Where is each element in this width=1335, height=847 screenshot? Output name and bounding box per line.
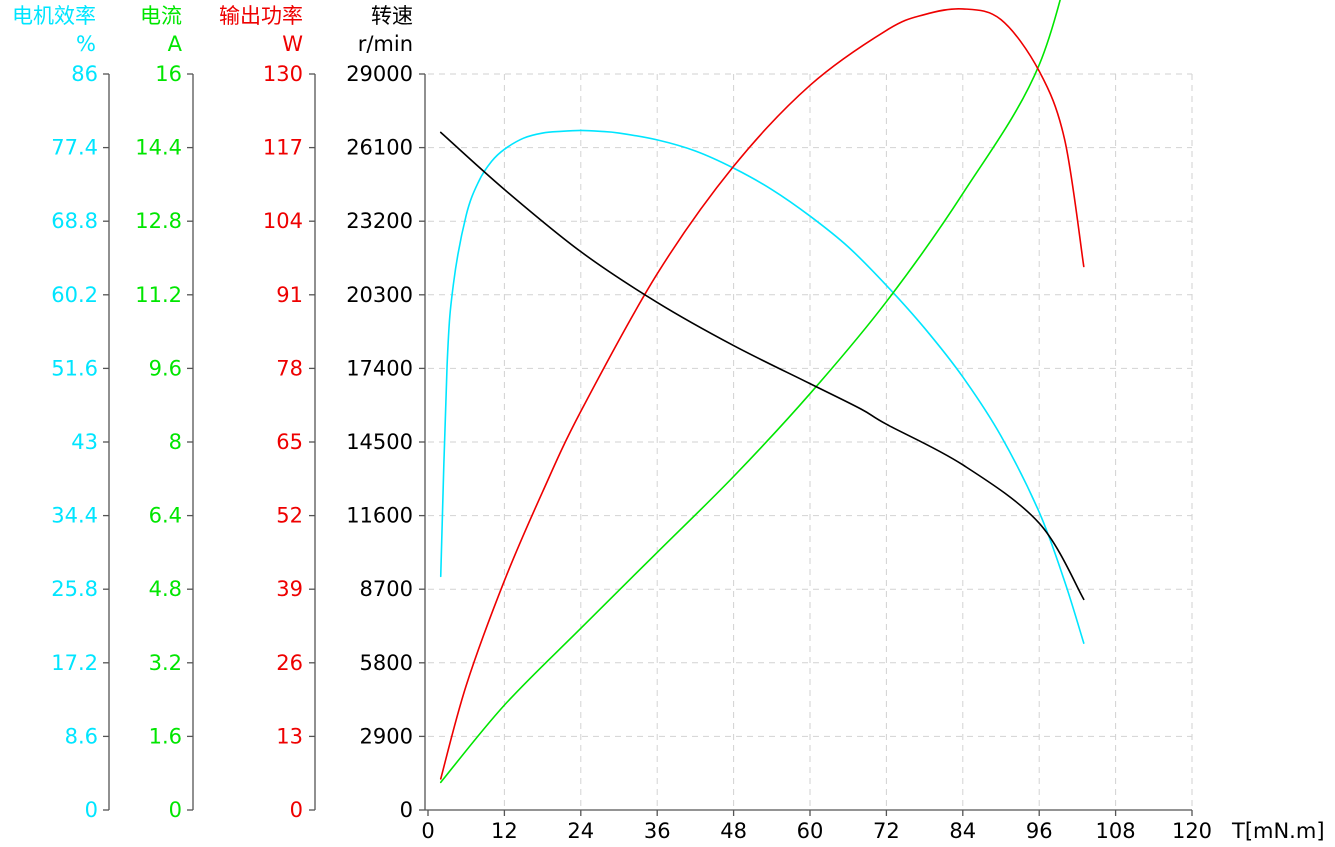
x-axis-title: T[mN.m] [1231,819,1325,843]
x-tick-label: 120 [1172,819,1212,843]
series-line-current [439,0,1061,784]
x-tick-label: 84 [949,819,976,843]
x-tick-label: 36 [644,819,671,843]
y-axis-title-current: 电流 [140,4,182,28]
y-axis-title-power: 输出功率 [219,4,303,28]
x-axis: 0 12 24 36 48 60 72 84 96 108 120 T[mN.m] [421,809,1325,843]
x-tick-label: 108 [1096,819,1136,843]
y-tick-label-efficiency: 60.2 [51,283,98,307]
y-tick-label-efficiency: 8.6 [65,724,98,748]
y-axis-current: 0 1.6 3.2 4.8 6.4 8 9.6 11.2 12.8 14.4 16 电流 A [135,4,194,822]
y-tick-label-power: 78 [276,356,303,380]
x-tick-label: 48 [720,819,747,843]
y-tick-label-speed: 14500 [346,430,413,454]
y-tick-label-efficiency: 34.4 [51,504,98,528]
y-tick-label-speed: 29000 [346,62,413,86]
y-tick-label-speed: 17400 [346,356,413,380]
y-tick-label-current: 9.6 [149,356,182,380]
y-tick-label-speed: 20300 [346,283,413,307]
chart-series [439,0,1085,784]
y-tick-label-speed: 0 [400,798,413,822]
y-tick-label-speed: 5800 [360,651,413,675]
y-tick-label-power: 52 [276,504,303,528]
y-tick-label-current: 14.4 [135,136,182,160]
y-tick-label-power: 104 [263,209,303,233]
x-tick-label: 72 [873,819,900,843]
y-axis-unit-power: W [282,32,303,56]
x-tick-label: 0 [421,819,434,843]
y-tick-label-current: 0 [169,798,182,822]
y-tick-label-speed: 23200 [346,209,413,233]
y-tick-label-current: 3.2 [149,651,182,675]
y-axis-title-efficiency: 电机效率 [12,4,96,28]
y-axis-title-speed: 转速 [371,4,413,28]
y-tick-label-efficiency: 77.4 [51,136,98,160]
y-tick-label-power: 117 [263,136,303,160]
y-tick-label-speed: 2900 [360,724,413,748]
y-tick-label-efficiency: 0 [85,798,98,822]
y-tick-label-power: 130 [263,62,303,86]
series-line-speed [439,131,1085,601]
y-tick-label-efficiency: 68.8 [51,209,98,233]
x-tick-label: 24 [567,819,594,843]
y-tick-label-efficiency: 43 [71,430,98,454]
y-axis-unit-speed: r/min [358,32,413,56]
y-axis-power: 0 13 26 39 52 65 78 91 104 117 130 输出功率 W [219,4,316,822]
y-tick-label-current: 11.2 [135,283,182,307]
y-axis-unit-current: A [168,32,183,56]
y-tick-label-current: 12.8 [135,209,182,233]
y-tick-label-power: 91 [276,283,303,307]
x-tick-label: 60 [797,819,824,843]
x-tick-label: 12 [491,819,518,843]
y-tick-label-speed: 8700 [360,577,413,601]
chart-grid [428,73,1193,810]
y-tick-label-current: 4.8 [149,577,182,601]
y-axis-efficiency: 0 8.6 17.2 25.8 34.4 43 51.6 60.2 68.8 77.4 86 电机效率… [12,4,110,822]
y-tick-label-power: 65 [276,430,303,454]
y-tick-label-current: 1.6 [149,724,182,748]
y-axis-speed: 0 2900 5800 8700 11600 14500 17400 20300 23200 26… [346,4,426,822]
chart-axes: 0 8.6 17.2 25.8 34.4 43 51.6 60.2 68.8 77.4 86 电机效率… [12,4,1325,843]
y-tick-label-current: 16 [155,62,182,86]
y-tick-label-speed: 26100 [346,136,413,160]
y-tick-label-power: 0 [290,798,303,822]
y-tick-label-power: 13 [276,724,303,748]
x-tick-label: 96 [1026,819,1053,843]
y-tick-label-speed: 11600 [346,504,413,528]
y-axis-unit-efficiency: % [76,32,96,56]
y-tick-label-efficiency: 51.6 [51,356,98,380]
series-line-power [439,7,1085,780]
y-tick-label-efficiency: 86 [71,62,98,86]
y-tick-label-power: 39 [276,577,303,601]
y-tick-label-power: 26 [276,651,303,675]
y-tick-label-efficiency: 17.2 [51,651,98,675]
y-tick-label-current: 8 [169,430,182,454]
y-tick-label-efficiency: 25.8 [51,577,98,601]
series-line-efficiency [439,129,1085,644]
y-tick-label-current: 6.4 [149,504,182,528]
